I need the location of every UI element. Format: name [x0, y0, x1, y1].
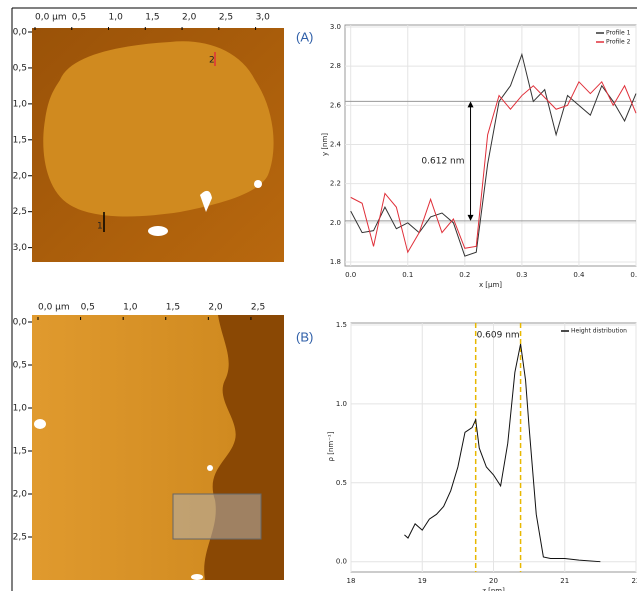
- arrow-head: [467, 101, 474, 108]
- y-tick-label: 2.2: [330, 180, 341, 188]
- particle: [148, 226, 168, 236]
- data-line: [350, 80, 637, 254]
- selection-box: [172, 493, 262, 540]
- y-tick-label: 2,0: [13, 490, 28, 500]
- x-tick-label: 1,0: [123, 303, 138, 313]
- y-tick-label: 1.5: [336, 321, 347, 329]
- panel-label: (B): [296, 329, 313, 344]
- x-tick-label: 19: [418, 577, 427, 585]
- x-tick-label: 2,5: [219, 13, 233, 23]
- x-axis-label: x [µm]: [479, 281, 502, 289]
- x-tick-label: 0,0 µm: [38, 303, 70, 313]
- y-tick-label: 0,5: [13, 361, 27, 371]
- y-tick-label: 0.0: [336, 558, 347, 566]
- x-tick-label: 0.1: [402, 271, 413, 279]
- y-tick-label: 2.8: [330, 62, 341, 70]
- particle: [34, 419, 46, 429]
- profile-marker: 1: [97, 222, 103, 232]
- plot-area: [344, 24, 637, 267]
- legend-label: Height distribution: [571, 328, 627, 335]
- annotation: 0.612 nm: [421, 157, 464, 167]
- panel-label: (A): [296, 29, 313, 44]
- x-tick-label: 0.0: [345, 271, 356, 279]
- x-tick-label: 20: [489, 577, 498, 585]
- particle: [200, 190, 212, 212]
- x-tick-label: 0.5: [630, 271, 637, 279]
- y-tick-label: 0.5: [336, 479, 347, 487]
- y-tick-label: 2,5: [13, 533, 27, 543]
- particle: [191, 574, 203, 580]
- terrace: [32, 315, 236, 580]
- x-tick-label: 0,5: [81, 303, 95, 313]
- x-tick-label: 22: [632, 577, 637, 585]
- x-axis-label: z [nm]: [482, 587, 505, 591]
- y-tick-label: 1,5: [13, 135, 27, 145]
- y-tick-label: 2.4: [330, 141, 342, 149]
- particle: [207, 465, 213, 471]
- y-tick-label: 0,5: [13, 63, 27, 73]
- y-tick-label: 3,0: [13, 243, 28, 253]
- x-tick-label: 2,5: [251, 303, 265, 313]
- y-tick-label: 1,0: [13, 99, 28, 109]
- y-tick-label: 1.0: [336, 400, 347, 408]
- data-line: [404, 343, 601, 563]
- y-tick-label: 2,5: [13, 207, 27, 217]
- x-tick-label: 0,0 µm: [35, 13, 67, 23]
- x-tick-label: 0.4: [573, 271, 585, 279]
- x-tick-label: 18: [347, 577, 356, 585]
- y-tick-label: 1,5: [13, 447, 27, 457]
- y-tick-label: 0,0: [13, 28, 28, 38]
- y-axis-label: ρ [nm⁻¹]: [327, 431, 335, 461]
- y-tick-label: 2.6: [330, 101, 342, 109]
- x-tick-label: 1,5: [145, 13, 159, 23]
- x-tick-label: 1,0: [109, 13, 124, 23]
- y-tick-label: 2,0: [13, 171, 28, 181]
- profile-marker: 2: [209, 56, 215, 66]
- y-tick-label: 0,0: [13, 318, 28, 328]
- afm-image-a: [32, 28, 284, 262]
- y-tick-label: 1.8: [330, 258, 341, 266]
- particle: [254, 180, 262, 188]
- x-tick-label: 3,0: [256, 13, 271, 23]
- x-tick-label: 2,0: [182, 13, 197, 23]
- legend-label: Profile 1: [606, 30, 631, 37]
- y-axis-label: y [nm]: [321, 133, 329, 156]
- x-tick-label: 21: [560, 577, 569, 585]
- annotation: 0.609 nm: [477, 331, 520, 341]
- x-tick-label: 0,5: [72, 13, 86, 23]
- y-tick-label: 1,0: [13, 404, 28, 414]
- x-tick-label: 0.3: [516, 271, 527, 279]
- x-tick-label: 2,0: [208, 303, 223, 313]
- y-tick-label: 3.0: [330, 23, 341, 31]
- y-tick-label: 2.0: [330, 219, 341, 227]
- afm-image-b: [32, 315, 284, 580]
- data-line: [350, 52, 637, 257]
- legend-label: Profile 2: [606, 39, 631, 46]
- arrow-head: [467, 214, 474, 221]
- x-tick-label: 0.2: [459, 271, 470, 279]
- x-tick-label: 1,5: [166, 303, 180, 313]
- island: [43, 41, 274, 217]
